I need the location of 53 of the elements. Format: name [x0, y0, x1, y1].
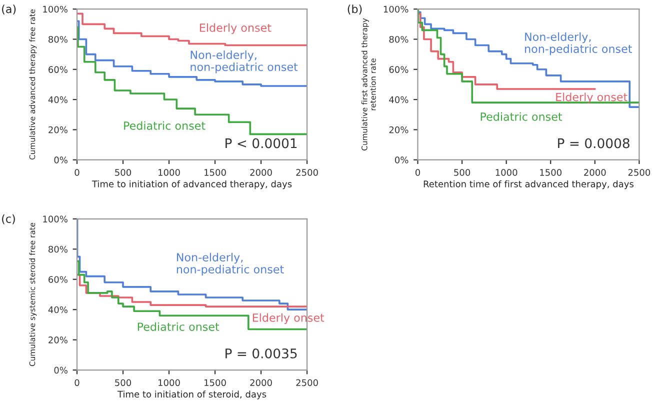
y-tick-label: 100%	[43, 6, 68, 13]
y-tick-label: 0%	[395, 156, 408, 164]
series-label: Pediatric onset	[124, 121, 206, 130]
x-tick-label: 1500	[204, 379, 226, 386]
series-label: Elderly onset	[556, 92, 628, 104]
x-tick-label: 1000	[158, 169, 180, 176]
annotation: P = 0.0008	[558, 138, 630, 148]
y-tick-label: 0%	[54, 156, 68, 164]
x-tick-label: 500	[115, 379, 132, 386]
chart-title: (b)	[348, 4, 362, 14]
y-tick-label: 40%	[389, 96, 408, 104]
x-axis-title: Retention time of first advanced therapy, days	[424, 180, 634, 190]
x-axis-title: Time to initiation of steroid, days	[117, 390, 266, 400]
x-tick-label: 1000	[496, 169, 518, 176]
series-label: Pediatric onset	[138, 322, 220, 331]
series-label: Non-elderly, non-pediatric onset	[190, 50, 298, 74]
chart-title: (a)	[2, 4, 16, 14]
x-tick-label: 2500	[296, 169, 318, 176]
series-label: Non-elderly, non-pediatric onset	[525, 32, 632, 56]
annotation: P = 0.0035	[226, 348, 297, 358]
x-tick-label: 1500	[540, 169, 562, 176]
y-tick-label: 40%	[48, 306, 68, 314]
series-label: Non-elderly, non-pediatric onset	[176, 252, 284, 276]
x-tick-label: 500	[454, 169, 470, 176]
x-tick-label: 0	[415, 169, 420, 176]
y-tick-label: 60%	[48, 276, 68, 283]
y-tick-label: 20%	[389, 126, 408, 134]
y-tick-label: 60%	[389, 66, 408, 73]
y-tick-label: 80%	[389, 36, 408, 43]
series-label: Pediatric onset	[480, 112, 562, 121]
annotation: P < 0.0001	[226, 138, 297, 148]
x-tick-label: 500	[115, 169, 132, 176]
y-tick-label: 40%	[48, 96, 68, 104]
y-tick-label: 20%	[48, 336, 68, 344]
y-tick-label: 0%	[54, 366, 68, 374]
series-label: Elderly onset	[200, 23, 272, 34]
x-tick-label: 1500	[204, 169, 226, 176]
y-tick-label: 60%	[48, 66, 68, 73]
y-tick-label: 20%	[48, 126, 68, 134]
x-tick-label: 2000	[250, 169, 272, 176]
y-tick-label: 100%	[43, 216, 68, 222]
x-tick-label: 2500	[296, 379, 318, 386]
x-axis-title: Time to initiation of advanced therapy, days	[92, 180, 292, 190]
x-tick-label: 0	[74, 169, 80, 176]
x-tick-label: 1000	[158, 379, 180, 386]
y-tick-label: 80%	[48, 246, 68, 253]
x-tick-label: 2000	[250, 379, 272, 386]
x-tick-label: 2000	[584, 169, 606, 176]
x-tick-label: 2500	[628, 169, 650, 176]
chart-title: (c)	[2, 214, 15, 224]
y-tick-label: 100%	[384, 6, 408, 13]
y-tick-label: 80%	[48, 36, 68, 43]
x-tick-label: 0	[74, 379, 80, 386]
